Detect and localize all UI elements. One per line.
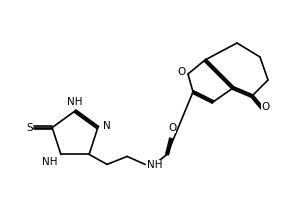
Text: O: O: [178, 67, 186, 77]
Text: O: O: [168, 123, 176, 133]
Text: N: N: [103, 121, 111, 131]
Text: NH: NH: [42, 157, 58, 167]
Text: NH: NH: [67, 97, 83, 107]
Text: S: S: [27, 123, 34, 133]
Text: O: O: [261, 102, 269, 112]
Text: NH: NH: [147, 160, 163, 170]
